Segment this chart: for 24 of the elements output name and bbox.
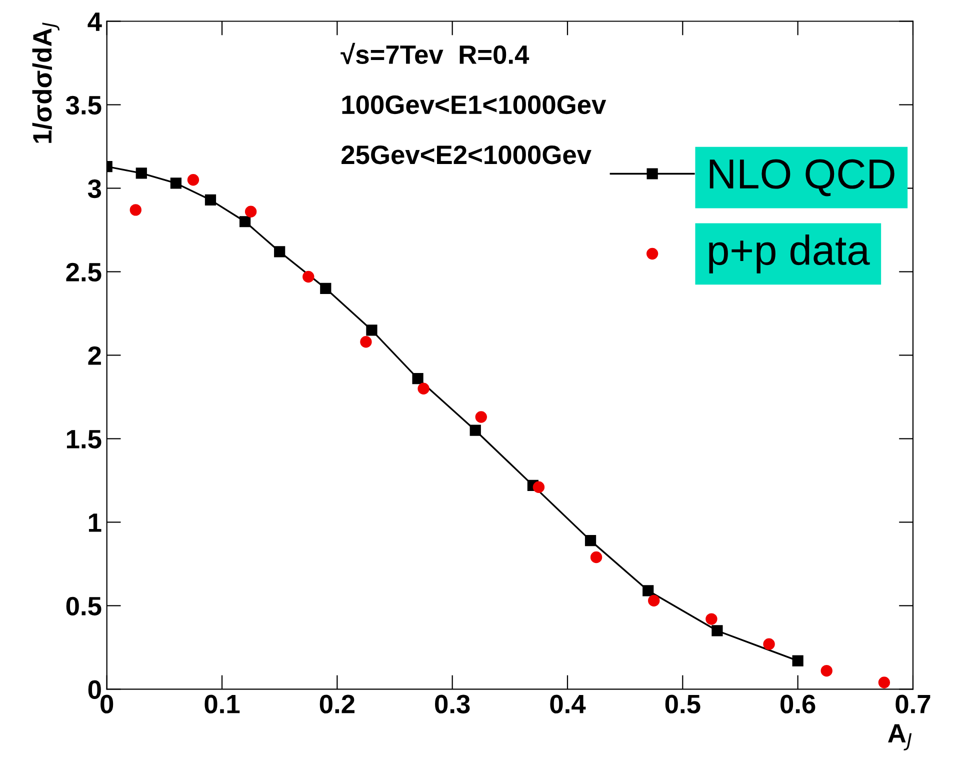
y-tick-label: 4 (88, 12, 102, 31)
x-tick-label: 0.5 (665, 694, 700, 714)
legend-label: p+p data (709, 234, 870, 274)
y-tick-label: 2 (88, 346, 101, 365)
x-tick-label: 0.4 (550, 694, 586, 714)
y-tick-label: 3 (88, 179, 102, 198)
x-tick-label: 0.3 (435, 694, 470, 714)
y-tick-label: 3.5 (66, 96, 102, 115)
x-tick-label: 0.6 (780, 694, 816, 714)
x-tick-label: 0.1 (204, 694, 240, 714)
annotation: 25Gev<E2<1000Gev (342, 146, 592, 164)
x-tick-label: 0.7 (896, 694, 930, 714)
x-axis-title: A$_{J}$ (888, 724, 912, 750)
x-tick-label: 0.2 (320, 694, 354, 714)
x-tick-label: 0 (100, 694, 114, 714)
y-axis-title: 1/σdσ/dA$_{J}$ (32, 22, 60, 143)
y-tick-label: 0.5 (66, 596, 102, 616)
annotation: 100Gev<E1<1000Gev (342, 95, 606, 114)
y-tick-label: 2.5 (66, 262, 102, 282)
y-tick-label: 0 (88, 680, 101, 699)
legend-label: NLO QCD (710, 159, 894, 196)
y-tick-label: 1 (88, 514, 102, 532)
annotation: √s=7Tev R=0.4 (340, 42, 530, 64)
y-tick-label: 1.5 (66, 430, 102, 449)
